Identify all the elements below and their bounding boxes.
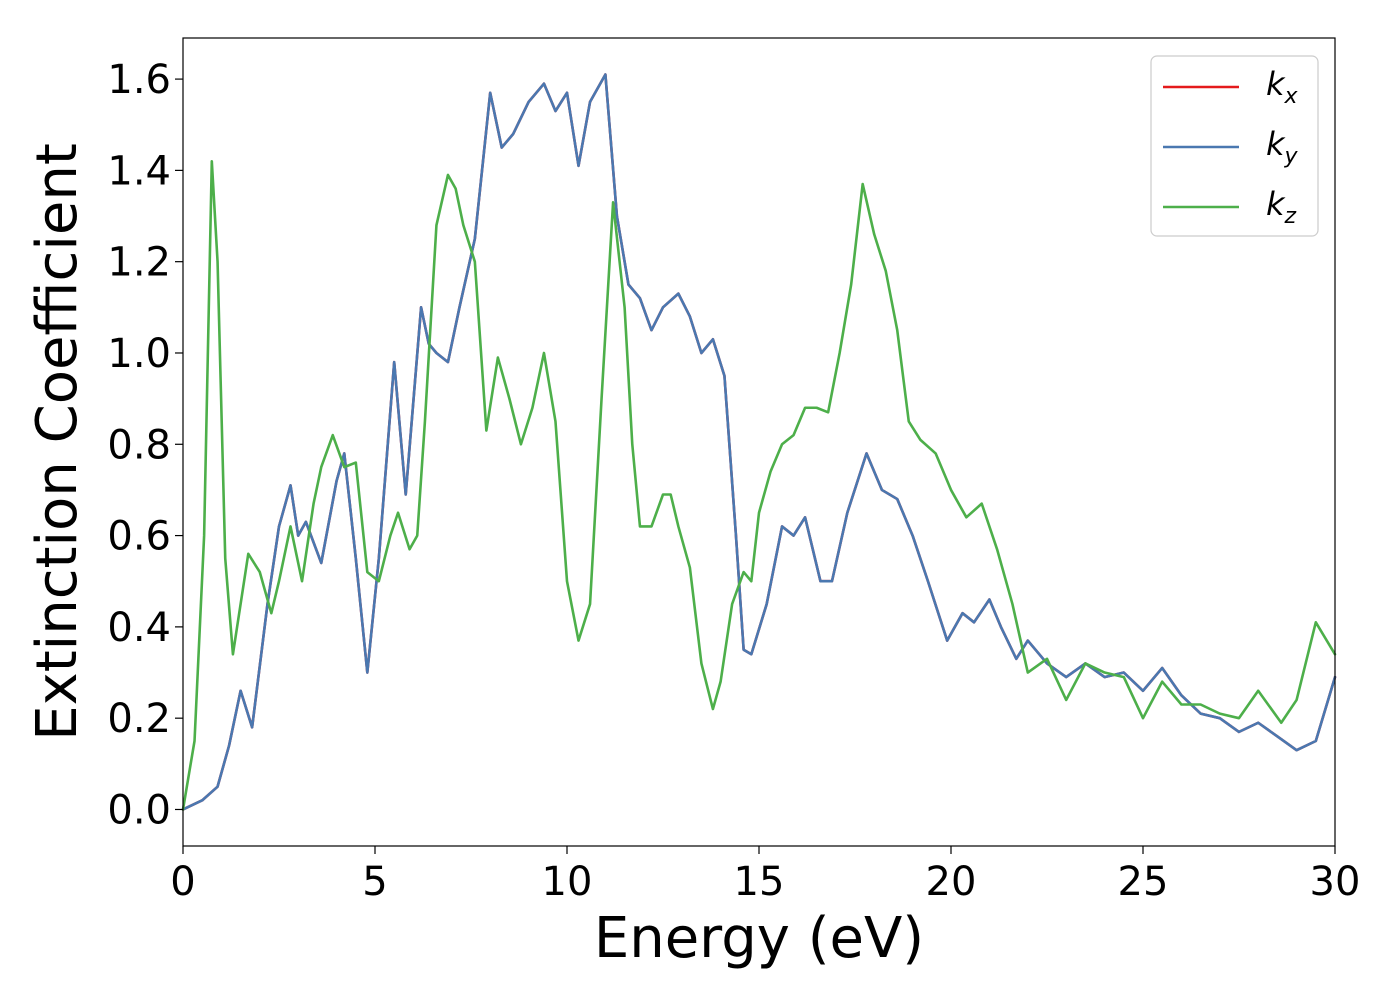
legend-label-x: kx bbox=[1266, 65, 1299, 109]
y-tick-label: 0.0 bbox=[107, 787, 171, 833]
x-tick-label: 30 bbox=[1310, 859, 1361, 905]
y-tick-label: 1.2 bbox=[107, 240, 171, 286]
x-tick-label: 20 bbox=[926, 859, 977, 905]
y-tick-label: 1.6 bbox=[107, 57, 171, 103]
legend: kx ky kz bbox=[1150, 55, 1319, 237]
x-tick-label: 0 bbox=[170, 859, 195, 905]
x-tick-label: 25 bbox=[1118, 859, 1169, 905]
y-tick-label: 0.6 bbox=[107, 514, 171, 560]
y-tick-label: 1.4 bbox=[107, 148, 171, 194]
x-axis-title: Energy (eV) bbox=[594, 906, 924, 971]
series-line-y bbox=[181, 73, 1337, 811]
series-layer bbox=[181, 73, 1337, 811]
legend-label-z: kz bbox=[1266, 185, 1297, 229]
legend-items: kx ky kz bbox=[1163, 65, 1299, 229]
x-tick-label: 15 bbox=[734, 859, 785, 905]
y-axis: 0.0 0.2 0.4 0.6 0.8 1.0 1.2 1.4 1.6 bbox=[107, 57, 183, 833]
x-tick-label: 5 bbox=[362, 859, 387, 905]
x-tick-label: 10 bbox=[542, 859, 593, 905]
x-axis: 0 5 10 15 20 25 30 bbox=[170, 846, 1360, 905]
legend-label-y: ky bbox=[1266, 125, 1299, 169]
y-tick-label: 0.4 bbox=[107, 605, 171, 651]
series-line-z bbox=[181, 159, 1337, 811]
y-tick-label: 0.8 bbox=[107, 422, 171, 468]
y-axis-title: Extinction Coefficient bbox=[25, 143, 90, 741]
y-tick-label: 1.0 bbox=[107, 331, 171, 377]
y-tick-label: 0.2 bbox=[107, 696, 171, 742]
